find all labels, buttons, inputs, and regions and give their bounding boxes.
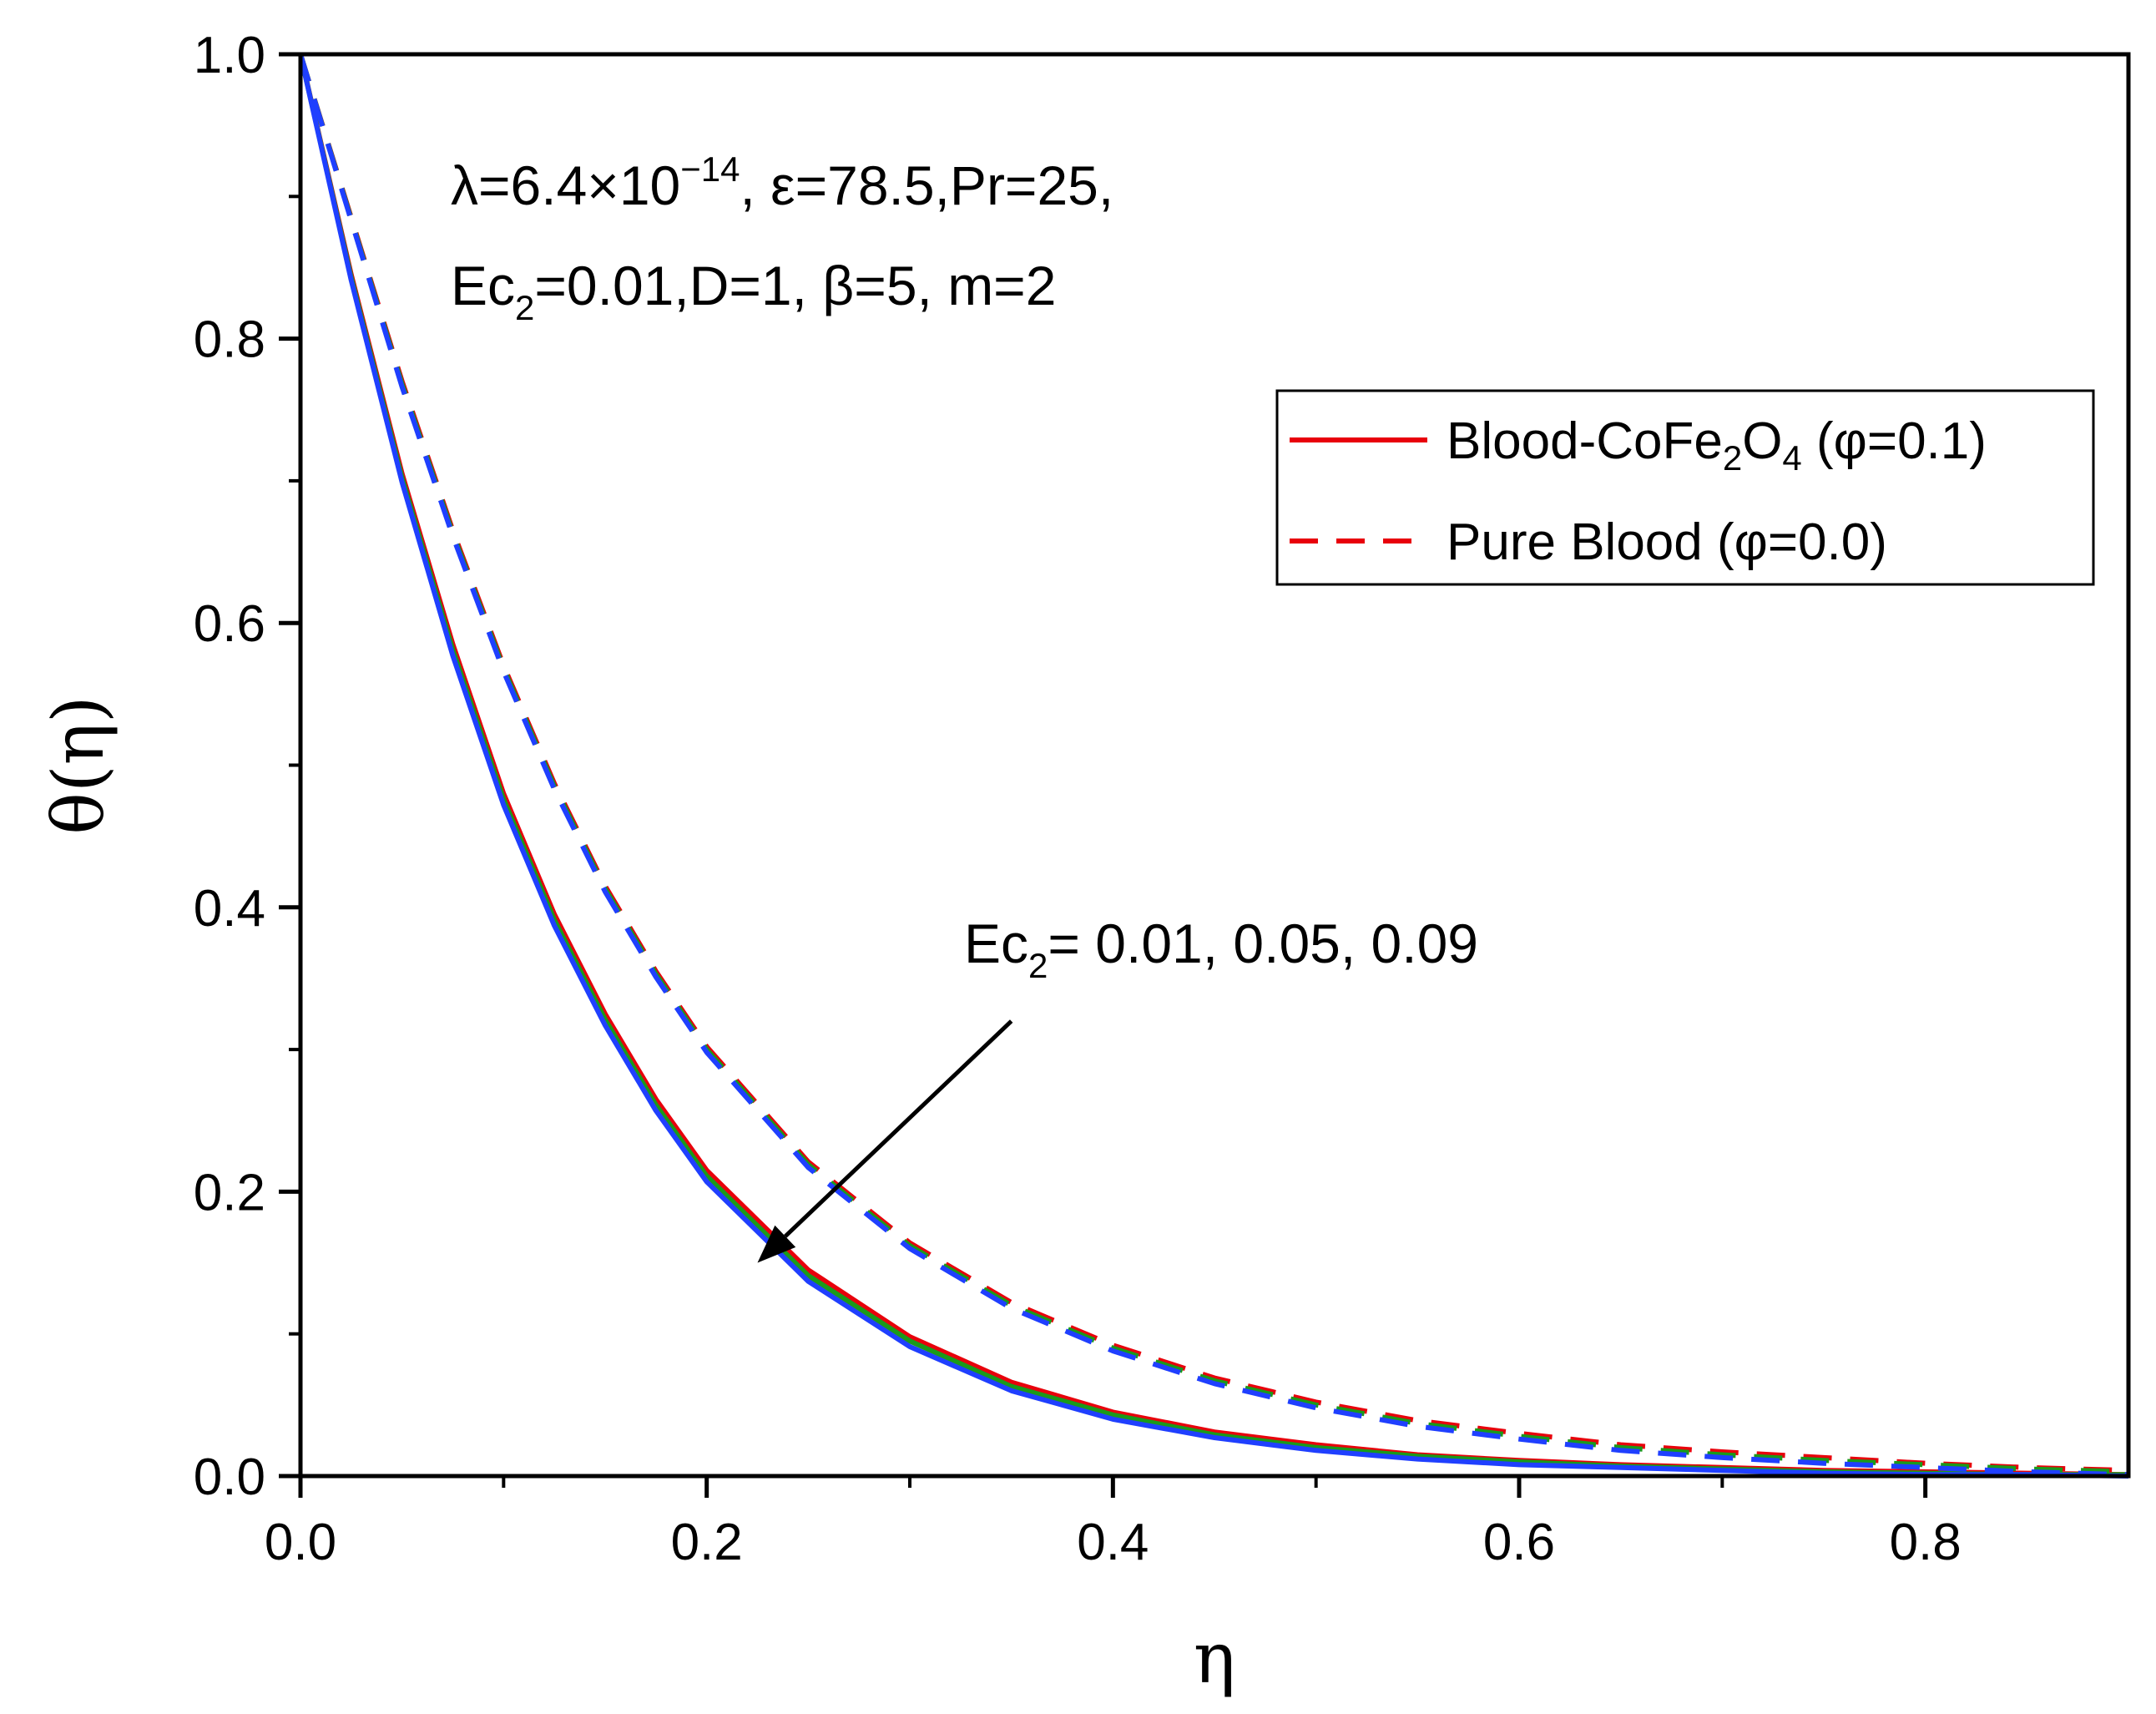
legend-label-pure-blood: Pure Blood (φ=0.0) — [1447, 513, 1887, 571]
x-tick-label: 0.2 — [671, 1514, 743, 1571]
y-tick-label: 0.8 — [194, 311, 265, 369]
y-tick-label: 0.0 — [194, 1449, 265, 1506]
param-2-part-a: Ec — [451, 255, 515, 316]
series-line-solid-2 — [298, 53, 2129, 1479]
parameter-line-2: Ec2=0.01,D=1, β=5, m=2 — [451, 255, 1056, 327]
legend: Blood-CoFe2O4 (φ=0.1) Pure Blood (φ=0.0) — [1275, 389, 2095, 586]
param-1-part-b: , ε=78.5,Pr=25, — [740, 154, 1114, 216]
legend-0-sub-2: 4 — [1782, 438, 1801, 478]
series-layer — [298, 53, 2129, 1479]
legend-0-part-b: O — [1742, 412, 1782, 470]
legend-0-part-a: Blood-CoFe — [1447, 412, 1723, 470]
y-tick-label: 0.6 — [194, 595, 265, 653]
series-line-dashed-5 — [298, 53, 2129, 1478]
tick-layer: 0.0 0.2 0.4 0.6 0.8 0.0 0.2 0.4 0.6 0.8 1.0 — [194, 27, 1962, 1571]
legend-0-part-c: (φ=0.1) — [1802, 412, 1987, 470]
annotation-subscript: 2 — [1028, 946, 1048, 985]
x-tick-label: 0.0 — [265, 1514, 336, 1571]
y-tick-label: 0.2 — [194, 1164, 265, 1221]
y-tick-label: 0.4 — [194, 880, 265, 938]
annotation-part-a: Ec — [964, 913, 1028, 974]
x-tick-label: 0.8 — [1890, 1514, 1962, 1571]
x-tick-label: 0.6 — [1483, 1514, 1555, 1571]
x-axis-label: η — [1194, 1617, 1235, 1699]
param-2-part-b: =0.01,D=1, β=5, m=2 — [534, 255, 1056, 316]
param-1-part-a: λ=6.4×10 — [451, 154, 680, 216]
param-2-subscript: 2 — [515, 288, 534, 327]
legend-label-nanofluid: Blood-CoFe2O4 (φ=0.1) — [1447, 412, 1987, 478]
series-line-dashed-4 — [298, 53, 2129, 1474]
annotation-arrow-shaft — [784, 1019, 1013, 1238]
ec2-annotation: Ec2= 0.01, 0.05, 0.09 — [964, 913, 1478, 985]
y-axis-label: θ(η) — [38, 695, 119, 834]
annotation-arrow-head — [757, 1225, 796, 1263]
parameter-line-1: λ=6.4×10−14, ε=78.5,Pr=25, — [451, 149, 1113, 216]
legend-0-sub-1: 2 — [1723, 438, 1742, 478]
annotation-part-b: = 0.01, 0.05, 0.09 — [1048, 913, 1478, 974]
y-tick-label: 1.0 — [194, 27, 265, 84]
x-tick-label: 0.4 — [1077, 1514, 1149, 1571]
param-1-exponent: −14 — [680, 149, 740, 189]
legend-box — [1275, 389, 2095, 586]
